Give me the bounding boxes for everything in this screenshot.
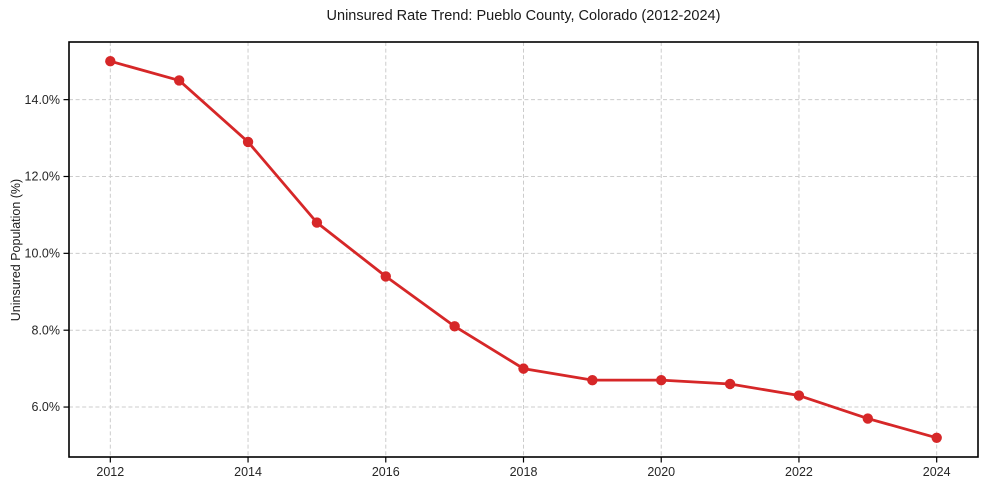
data-point-marker xyxy=(311,217,323,228)
y-tick-label: 8.0% xyxy=(32,323,61,337)
data-point-marker xyxy=(724,378,736,390)
data-point-marker xyxy=(380,271,391,282)
x-tick-label: 2022 xyxy=(785,465,813,479)
data-point-marker xyxy=(793,390,805,401)
data-point-marker xyxy=(173,75,185,86)
plot-border xyxy=(68,41,979,458)
x-tick-label: 2012 xyxy=(96,465,124,479)
x-tick-label: 2018 xyxy=(510,465,538,479)
y-tick-label: 14.0% xyxy=(25,93,60,107)
data-point-marker xyxy=(862,413,874,424)
data-point-marker xyxy=(242,136,254,148)
y-tick-label: 6.0% xyxy=(32,400,61,414)
x-tick-label: 2016 xyxy=(372,465,400,479)
y-tick-label: 10.0% xyxy=(25,247,60,261)
data-point-marker xyxy=(656,374,667,386)
x-tick-label: 2024 xyxy=(923,465,951,479)
data-point-marker xyxy=(518,363,529,374)
data-point-marker xyxy=(931,432,942,443)
data-point-marker xyxy=(587,374,598,386)
y-tick-label: 12.0% xyxy=(25,170,60,184)
x-tick-label: 2020 xyxy=(647,465,675,479)
data-point-marker xyxy=(449,321,460,332)
chart-title: Uninsured Rate Trend: Pueblo County, Col… xyxy=(326,8,721,24)
data-point-marker xyxy=(105,56,116,67)
x-tick-label: 2014 xyxy=(234,465,262,479)
